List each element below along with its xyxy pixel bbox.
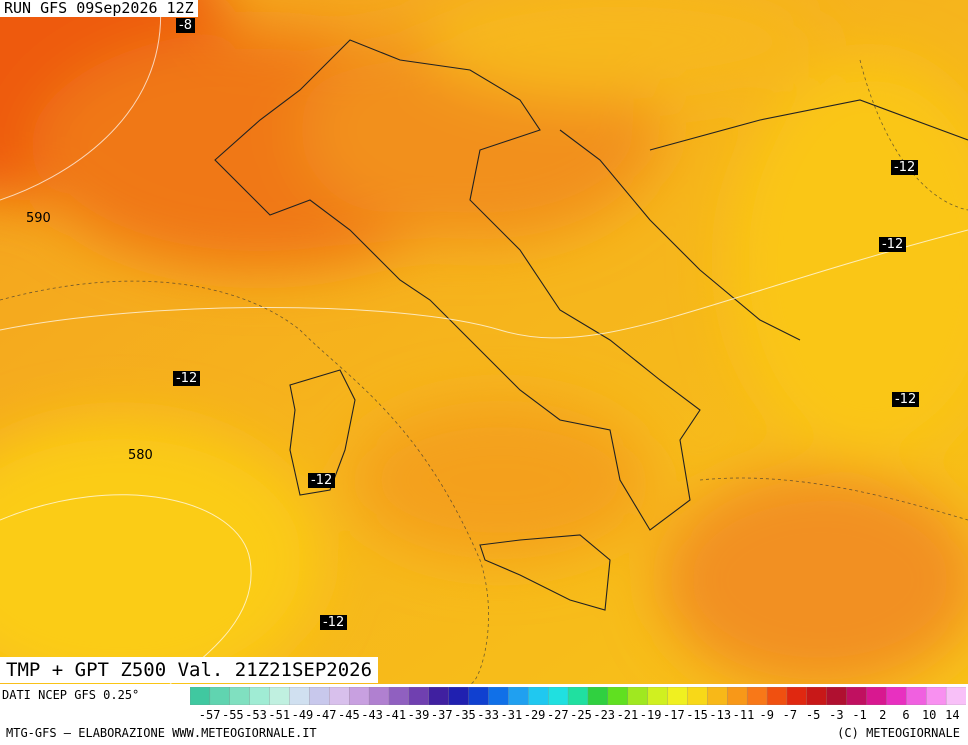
contour-label: 590 <box>26 211 51 226</box>
colorbar-swatch <box>866 687 888 705</box>
colorbar-label: -1 <box>852 708 866 722</box>
colorbar-label: -3 <box>829 708 843 722</box>
contour-label: -12 <box>892 392 920 407</box>
colorbar-swatch <box>846 687 868 705</box>
colorbar-label: -19 <box>640 708 662 722</box>
colorbar-swatch <box>269 687 291 705</box>
colorbar-label: -15 <box>686 708 708 722</box>
colorbar-swatch <box>329 687 350 705</box>
colorbar-label: -41 <box>384 708 406 722</box>
run-label: RUN GFS 09Sep2026 12Z <box>0 0 198 17</box>
colorbar-swatch <box>687 687 708 705</box>
colorbar-label: -51 <box>268 708 290 722</box>
colorbar-label: -53 <box>245 708 267 722</box>
colorbar-swatch <box>408 687 430 705</box>
contour-label: -12 <box>173 371 201 386</box>
colorbar-swatch <box>567 687 589 705</box>
colorbar-label: -21 <box>617 708 639 722</box>
colorbar-label: -43 <box>361 708 383 722</box>
colorbar-label: -7 <box>783 708 797 722</box>
colorbar-swatch <box>906 687 927 705</box>
colorbar-swatch <box>190 687 211 705</box>
colorbar-label: -27 <box>547 708 569 722</box>
colorbar-label: 2 <box>879 708 886 722</box>
colorbar-swatch <box>548 687 569 705</box>
colorbar-label: -49 <box>292 708 314 722</box>
colorbar-label: -17 <box>663 708 685 722</box>
colorbar-swatch <box>428 687 450 705</box>
colorbar-swatch <box>766 687 788 705</box>
colorbar-swatch <box>945 687 966 705</box>
contour-label: -12 <box>320 615 348 630</box>
contour-label: -12 <box>308 473 336 488</box>
colorbar-swatch <box>826 687 848 705</box>
colorbar-label: -9 <box>759 708 773 722</box>
colorbar-swatch <box>707 687 728 705</box>
colorbar-label: -47 <box>315 708 337 722</box>
colorbar-label: -5 <box>806 708 820 722</box>
colorbar-label: -35 <box>454 708 476 722</box>
colorbar-swatch <box>528 687 549 705</box>
colorbar-label: 14 <box>945 708 959 722</box>
colorbar-swatch <box>746 687 768 705</box>
colorbar-swatch <box>309 687 330 705</box>
colorbar-swatch <box>886 687 907 705</box>
colorbar-swatch <box>368 687 390 705</box>
credit: MTG-GFS — ELABORAZIONE WWW.METEOGIORNALE… <box>6 726 317 740</box>
colorbar-swatch <box>488 687 510 705</box>
contour-label: -12 <box>879 237 907 252</box>
colorbar-label: 6 <box>902 708 909 722</box>
colorbar-swatch <box>229 687 251 705</box>
colorbar <box>190 687 966 705</box>
colorbar-swatch <box>289 687 311 705</box>
colorbar-label: -39 <box>408 708 430 722</box>
contour-label: -8 <box>176 18 195 33</box>
colorbar-swatch <box>587 687 609 705</box>
map-title: TMP + GPT Z500 Val. 21Z21SEP2026 <box>0 657 379 683</box>
colorbar-swatch <box>249 687 271 705</box>
colorbar-label: -25 <box>570 708 592 722</box>
colorbar-swatch <box>468 687 490 705</box>
contour-label: -12 <box>891 160 919 175</box>
colorbar-label: -55 <box>222 708 244 722</box>
colorbar-swatch <box>806 687 828 705</box>
colorbar-label: -33 <box>477 708 499 722</box>
colorbar-label: -37 <box>431 708 453 722</box>
colorbar-label: -29 <box>524 708 546 722</box>
colorbar-swatch <box>607 687 629 705</box>
colorbar-label: -57 <box>199 708 221 722</box>
colorbar-swatch <box>647 687 669 705</box>
colorbar-swatch <box>448 687 470 705</box>
colorbar-label: -13 <box>709 708 731 722</box>
colorbar-label: -11 <box>733 708 755 722</box>
colorbar-label: 10 <box>922 708 936 722</box>
contour-label: 580 <box>128 448 153 463</box>
colorbar-label: -31 <box>501 708 523 722</box>
colorbar-swatch <box>349 687 370 705</box>
colorbar-swatch <box>388 687 410 705</box>
colorbar-swatch <box>727 687 748 705</box>
colorbar-swatch <box>786 687 808 705</box>
colorbar-swatch <box>508 687 529 705</box>
colorbar-label: -45 <box>338 708 360 722</box>
colorbar-swatch <box>667 687 689 705</box>
colorbar-swatch <box>627 687 649 705</box>
colorbar-swatch <box>209 687 231 705</box>
map <box>0 0 968 684</box>
source: DATI NCEP GFS 0.25° <box>2 688 140 702</box>
copyright: (C) METEOGIORNALE <box>837 726 960 740</box>
colorbar-labels: -57 -55 -53 -51 -49 -47 -45 -43 -41 -39 -37 -35 -33-… <box>199 708 960 722</box>
colorbar-swatch <box>926 687 947 705</box>
colorbar-label: -23 <box>593 708 615 722</box>
